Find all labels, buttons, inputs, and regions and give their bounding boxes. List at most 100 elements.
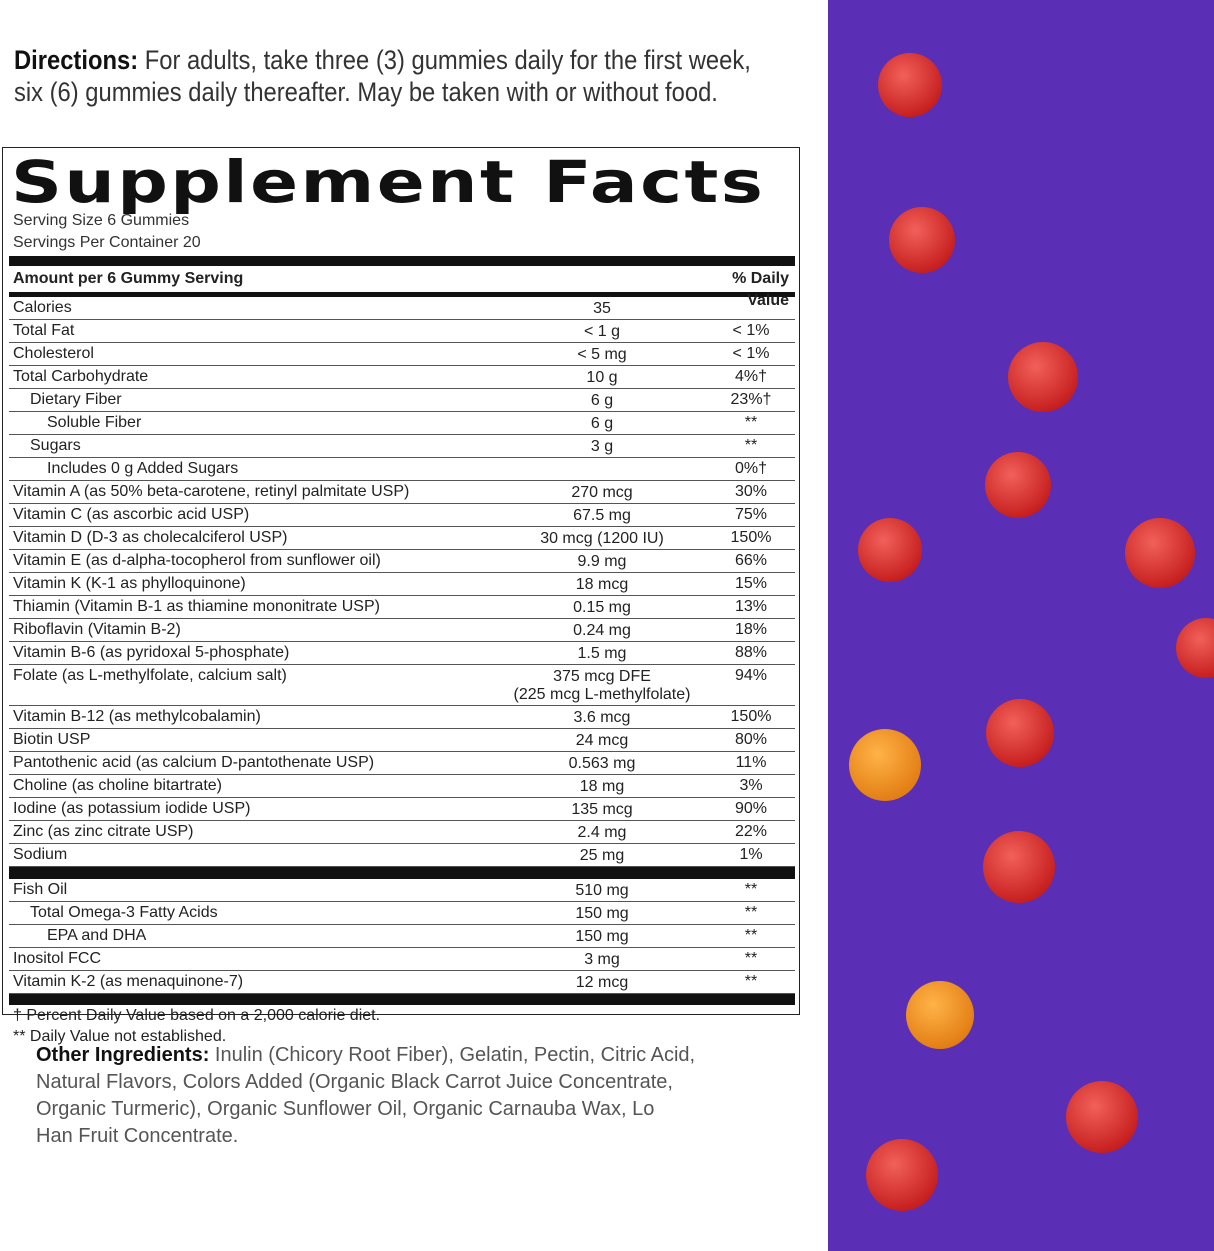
header-row: Amount per 6 Gummy Serving % Daily Value: [9, 268, 795, 309]
nutrient-name: Pantothenic acid (as calcium D-pantothen…: [13, 754, 375, 771]
nutrient-name: Riboflavin (Vitamin B-2): [13, 621, 181, 638]
facts-row: Total Omega-3 Fatty Acids 150 mg **: [9, 902, 795, 925]
nutrient-name: Dietary Fiber: [30, 391, 122, 408]
amount: 18 mg: [579, 778, 625, 795]
amount: 3 mg: [584, 951, 620, 968]
amount: 0.563 mg: [568, 755, 636, 772]
facts-row: Includes 0 g Added Sugars 0%†: [9, 458, 795, 481]
ingredients: Other Ingredients: Inulin (Chicory Root …: [36, 1042, 696, 1150]
nutrient-name: Vitamin K-2 (as menaquinone-7): [13, 973, 244, 990]
directions-text: For adults, take three (3) gummies daily…: [14, 45, 751, 107]
daily-value: **: [744, 927, 758, 944]
amount: 3 g: [590, 438, 614, 455]
daily-value: 13%: [734, 598, 768, 615]
facts-row: Iodine (as potassium iodide USP) 135 mcg 9…: [9, 798, 795, 821]
nutrient-name: Sugars: [30, 437, 81, 454]
daily-value: 80%: [734, 731, 768, 748]
daily-value: 30%: [734, 483, 768, 500]
nutrient-name: Includes 0 g Added Sugars: [47, 460, 239, 477]
nutrient-name: Calories: [13, 299, 72, 316]
nutrient-name: Biotin USP: [13, 731, 91, 748]
amount: 6 g: [590, 415, 614, 432]
nutrient-name: Choline (as choline bitartrate): [13, 777, 222, 794]
daily-value: **: [744, 950, 758, 967]
amount: 150 mg: [575, 905, 629, 922]
header-amount: Amount per 6 Gummy Serving: [13, 270, 244, 287]
rule: [9, 994, 795, 1005]
ingredients-label: Other Ingredients:: [36, 1044, 210, 1066]
nutrient-name: Vitamin B-6 (as pyridoxal 5-phosphate): [13, 644, 290, 661]
facts-row: Fish Oil 510 mg **: [9, 879, 795, 902]
daily-value: 3%: [739, 777, 763, 794]
amount: 1.5 mg: [577, 645, 627, 662]
header-dv: % Daily Value: [732, 270, 789, 309]
facts-table: Amount per 6 Gummy Serving % Daily Value C…: [9, 268, 795, 1047]
facts-row: Cholesterol < 5 mg < 1%: [9, 343, 795, 366]
amount: 30 mcg (1200 IU): [540, 530, 664, 547]
amount: 24 mcg: [575, 732, 629, 749]
nutrient-name: Vitamin K (K-1 as phylloquinone): [13, 575, 246, 592]
nutrient-name: Total Carbohydrate: [13, 368, 149, 385]
rule: [9, 292, 795, 297]
nutrient-name: Total Omega-3 Fatty Acids: [30, 904, 218, 921]
facts-row: Vitamin D (D-3 as cholecalciferol USP) 30…: [9, 527, 795, 550]
amount: 12 mcg: [575, 974, 629, 991]
facts-row: Folate (as L-methylfolate, calcium salt)…: [9, 665, 795, 706]
facts-row: Vitamin K-2 (as menaquinone-7) 12 mcg **: [9, 971, 795, 994]
daily-value: 90%: [734, 800, 768, 817]
facts-row: Riboflavin (Vitamin B-2) 0.24 mg 18%: [9, 619, 795, 642]
daily-value: **: [744, 881, 758, 898]
nutrient-name: Cholesterol: [13, 345, 94, 362]
nutrient-name: Vitamin E (as d-alpha-tocopherol from su…: [13, 552, 381, 569]
amount: 9.9 mg: [577, 553, 627, 570]
amount: 510 mg: [575, 882, 629, 899]
facts-row: Zinc (as zinc citrate USP) 2.4 mg 22%: [9, 821, 795, 844]
amount: 25 mg: [579, 847, 625, 864]
facts-row: Sodium 25 mg 1%: [9, 844, 795, 867]
rule: [9, 867, 795, 879]
facts-row: Inositol FCC 3 mg **: [9, 948, 795, 971]
nutrient-name: Vitamin D (D-3 as cholecalciferol USP): [13, 529, 288, 546]
amount: 18 mcg: [575, 576, 629, 593]
nutrient-name: Thiamin (Vitamin B-1 as thiamine mononit…: [13, 598, 380, 615]
facts-row: Vitamin B-12 (as methylcobalamin) 3.6 mcg…: [9, 706, 795, 729]
daily-value: 1%: [739, 846, 763, 863]
facts-row: Biotin USP 24 mcg 80%: [9, 729, 795, 752]
nutrient-name: Vitamin A (as 50% beta-carotene, retinyl…: [13, 483, 410, 500]
nutrient-name: Iodine (as potassium iodide USP): [13, 800, 251, 817]
facts-row: Dietary Fiber 6 g 23%†: [9, 389, 795, 412]
nutrient-name: EPA and DHA: [47, 927, 147, 944]
facts-row: Choline (as choline bitartrate) 18 mg 3%: [9, 775, 795, 798]
amount: 2.4 mg: [577, 824, 627, 841]
nutrient-name: Sodium: [13, 846, 68, 863]
amount: < 5 mg: [577, 346, 627, 363]
amount: 35: [593, 300, 611, 317]
amount: 67.5 mg: [573, 507, 631, 524]
facts-row: Total Carbohydrate 10 g 4%†: [9, 366, 795, 389]
facts-row: Vitamin K (K-1 as phylloquinone) 18 mcg 15…: [9, 573, 795, 596]
daily-value: 15%: [734, 575, 768, 592]
directions: Directions: For adults, take three (3) g…: [14, 44, 771, 108]
gummy-photo: [828, 0, 1214, 1251]
amount: 6 g: [590, 392, 614, 409]
daily-value: < 1%: [732, 345, 770, 362]
amount: 0.24 mg: [573, 622, 631, 639]
servings: Servings Per Container 20: [13, 234, 201, 251]
nutrient-name: Total Fat: [13, 322, 75, 339]
daily-value: < 1%: [732, 322, 770, 339]
amount: 150 mg: [575, 928, 629, 945]
daily-value: 11%: [735, 754, 767, 771]
facts-row: Vitamin E (as d-alpha-tocopherol from su…: [9, 550, 795, 573]
ingredients-text: Inulin (Chicory Root Fiber), Gelatin, Pe…: [36, 1044, 696, 1147]
facts-row: Total Fat < 1 g < 1%: [9, 320, 795, 343]
thick-rule: [9, 256, 795, 266]
amount: 375 mcg DFE (225 mcg L-methylfolate): [513, 668, 691, 703]
amount: 270 mcg: [571, 484, 633, 501]
facts-row: Sugars 3 g **: [9, 435, 795, 458]
facts-title: Supplement Facts: [11, 148, 766, 216]
daily-value: 75%: [734, 506, 768, 523]
serving-size: Serving Size 6 Gummies: [13, 212, 190, 229]
amount: 10 g: [586, 369, 618, 386]
nutrient-name: Soluble Fiber: [47, 414, 142, 431]
